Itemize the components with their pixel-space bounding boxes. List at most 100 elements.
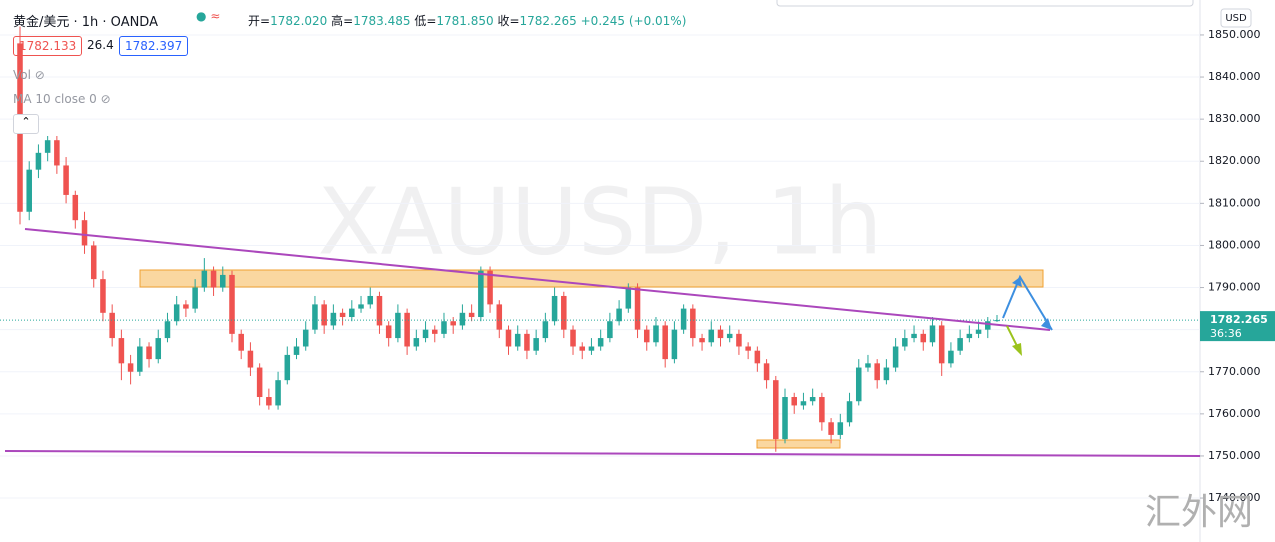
last-price-tag	[1200, 311, 1275, 342]
candle-body	[514, 333, 521, 347]
candle-body	[920, 333, 927, 343]
axis-labels: 1740.0001750.0001760.0001770.0001780.000…	[1200, 28, 1275, 504]
candle-body	[597, 338, 604, 347]
candle-body	[183, 304, 189, 309]
candle-body	[395, 312, 401, 339]
arrow-head	[1012, 343, 1022, 356]
candle-body	[173, 304, 180, 322]
candle-body	[358, 304, 364, 309]
y-tick-label: 1740.000	[1208, 491, 1261, 504]
candle-body	[229, 274, 235, 334]
candle-body	[192, 287, 198, 309]
candle-body	[450, 321, 456, 326]
indicator[interactable]: Vol ⊘	[13, 68, 45, 82]
trend-line	[24, 228, 1051, 331]
arrow-head	[1012, 277, 1022, 287]
candle-body	[44, 140, 51, 153]
candle-body	[634, 287, 641, 330]
candle-body	[468, 312, 475, 318]
candle-body	[671, 329, 678, 360]
candle-body	[699, 338, 705, 343]
candle-body	[809, 397, 816, 402]
candle-body	[588, 346, 595, 351]
candle-body	[487, 270, 493, 305]
candle-body	[717, 329, 724, 339]
candle-body	[542, 321, 549, 339]
candle-body	[561, 295, 567, 330]
candle-body	[155, 338, 162, 360]
candle-body	[505, 329, 512, 347]
candle-body	[220, 274, 226, 288]
candle-body	[524, 333, 530, 351]
y-tick-label: 1840.000	[1208, 70, 1261, 83]
candle-body	[431, 329, 438, 334]
candle-body	[551, 295, 558, 322]
candle-body	[72, 194, 79, 221]
indicator[interactable]: MA 10 close 0 ⊘	[13, 92, 111, 106]
candle-body	[948, 350, 954, 364]
candle-body	[837, 422, 844, 435]
candle-body	[247, 350, 254, 368]
candle-body	[137, 346, 143, 372]
site-watermark: 汇外网	[1145, 492, 1253, 533]
support-line	[4, 450, 1201, 457]
candle-body	[210, 270, 217, 288]
candle-body	[791, 397, 797, 406]
candle-body	[819, 397, 825, 423]
candle-body	[256, 367, 263, 398]
candle-body	[478, 270, 484, 318]
y-tick-label: 1810.000	[1208, 196, 1261, 209]
candle-body	[800, 401, 807, 406]
spread: 26.4	[87, 38, 114, 52]
candle-body	[164, 321, 171, 339]
ohlc-value: 1782.020	[270, 14, 328, 28]
candle-body	[874, 363, 880, 381]
candle-body	[441, 321, 447, 334]
candle-body	[708, 329, 715, 343]
candle-body	[643, 329, 650, 343]
ohlc-label: 高=	[331, 14, 354, 28]
candle-body	[570, 329, 576, 347]
candle-body	[865, 363, 871, 368]
candle-body	[929, 325, 936, 343]
change: +0.245 (+0.01%)	[580, 14, 687, 28]
y-tick-label: 1850.000	[1208, 28, 1261, 41]
candle-body	[90, 245, 97, 280]
ohlc-label: 收=	[497, 14, 520, 28]
collapse-button[interactable]: ⌃	[13, 114, 39, 134]
ask[interactable]: 1782.397	[119, 36, 189, 56]
candle-body	[855, 367, 862, 402]
candle-body	[662, 325, 668, 360]
candle-body	[579, 346, 586, 351]
price-axis	[1200, 0, 1275, 542]
candle-body	[302, 329, 309, 347]
candle-body	[883, 367, 890, 381]
support-zone	[756, 439, 841, 449]
candle-body	[422, 329, 429, 339]
currency: USD	[1225, 13, 1247, 24]
bid[interactable]: 1782.133	[13, 36, 83, 56]
ohlc-label: 低=	[414, 14, 437, 28]
candle-body	[911, 333, 917, 339]
candle-body	[966, 333, 973, 339]
candle-body	[146, 346, 152, 360]
candle-body	[773, 380, 779, 440]
ohlc-label: 开=	[248, 14, 271, 28]
status-icons: ● ≈	[196, 9, 221, 23]
candle-body	[118, 338, 125, 364]
candle-body	[902, 338, 908, 347]
y-tick-label: 1750.000	[1208, 449, 1261, 462]
candle-body	[653, 325, 659, 343]
candle-body	[616, 308, 622, 322]
candle-body	[339, 312, 346, 318]
candle-body	[680, 308, 687, 330]
candle-body	[938, 325, 945, 364]
candle-body	[367, 295, 374, 305]
candle-body	[312, 304, 318, 330]
indicator-name: MA 10 close 0	[13, 92, 97, 106]
candle-body	[109, 312, 115, 339]
candle-body	[846, 401, 853, 423]
candle-body	[892, 346, 899, 368]
candle-body	[607, 321, 613, 339]
